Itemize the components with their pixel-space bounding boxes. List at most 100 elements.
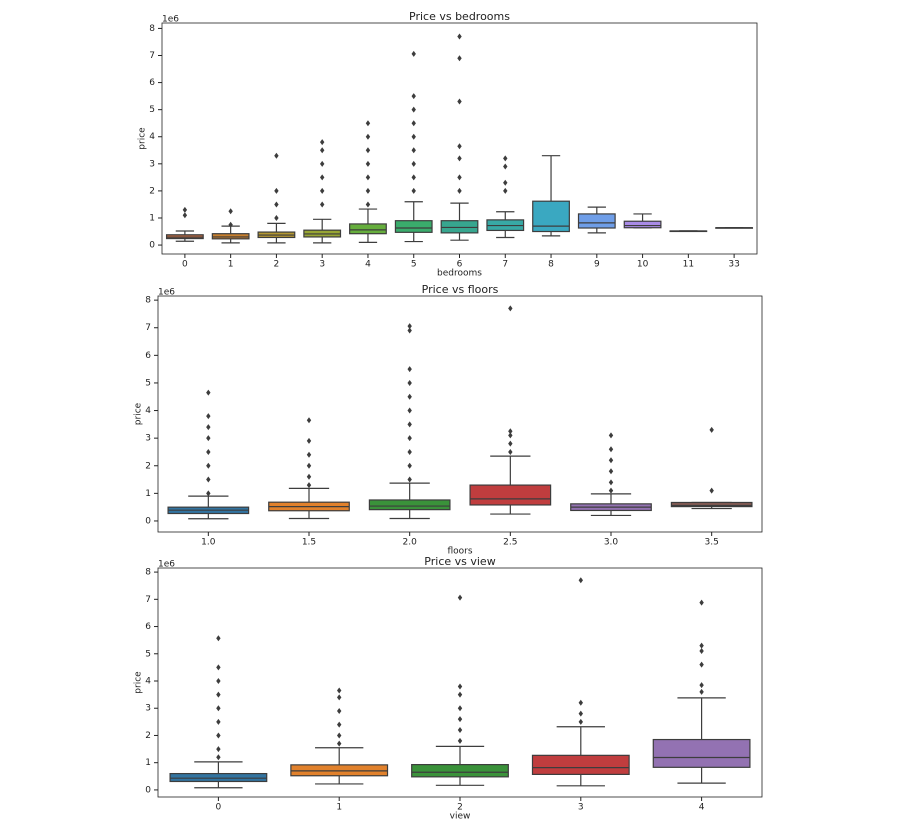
x-tick-label: 2	[274, 260, 280, 270]
box	[211, 233, 250, 240]
outlier	[274, 201, 279, 208]
outlier	[216, 718, 221, 725]
outlier	[508, 440, 513, 447]
box	[623, 220, 662, 229]
y-tick-label: 3	[149, 159, 155, 169]
y-tick-label: 0	[145, 785, 151, 795]
outlier	[457, 187, 462, 194]
outlier	[216, 746, 221, 753]
outlier	[337, 732, 342, 739]
x-axis-label: view	[450, 812, 471, 822]
outlier	[407, 366, 412, 373]
outlier	[319, 174, 325, 181]
outlier	[503, 179, 508, 186]
outlier	[457, 727, 463, 734]
outlier	[457, 691, 463, 698]
outlier	[206, 435, 211, 442]
x-tick-label: 4	[699, 803, 705, 813]
outlier	[407, 435, 412, 442]
x-tick-label: 2.5	[503, 538, 517, 548]
x-tick-label: 0	[182, 260, 188, 270]
outlier	[457, 174, 462, 181]
outlier	[508, 305, 513, 312]
chart-title: Price vs bedrooms	[409, 10, 510, 23]
outlier	[503, 187, 508, 194]
outlier	[365, 201, 371, 208]
y-offset-label: 1e6	[158, 560, 175, 570]
outlier	[411, 133, 416, 140]
y-tick-label: 6	[145, 622, 151, 632]
x-tick-label: 3	[578, 803, 584, 813]
outlier	[319, 201, 325, 208]
outlier	[306, 437, 312, 444]
outlier	[411, 174, 416, 181]
outlier	[274, 187, 279, 194]
outlier	[274, 214, 279, 221]
y-tick-label: 8	[145, 568, 151, 578]
outlier	[457, 594, 463, 601]
outlier	[216, 691, 221, 698]
outlier	[206, 413, 211, 420]
outlier	[508, 432, 513, 439]
outlier	[407, 407, 412, 414]
y-tick-label: 4	[149, 132, 155, 142]
outlier	[365, 174, 371, 181]
y-tick-label: 8	[149, 24, 155, 34]
outlier	[306, 451, 312, 458]
outlier	[182, 212, 188, 219]
outlier	[365, 187, 371, 194]
x-tick-label: 2	[457, 803, 463, 813]
outlier	[306, 473, 312, 480]
outlier	[407, 421, 412, 428]
outlier	[319, 160, 325, 167]
y-tick-label: 6	[149, 78, 155, 88]
outlier	[182, 206, 188, 213]
x-tick-label: 0	[216, 803, 222, 813]
outlier	[319, 139, 325, 146]
outlier	[216, 664, 221, 671]
outlier	[578, 577, 583, 584]
outlier	[365, 160, 371, 167]
y-tick-label: 4	[145, 677, 151, 687]
outlier	[578, 710, 583, 717]
y-tick-label: 2	[145, 731, 151, 741]
outlier	[457, 716, 463, 723]
outlier	[457, 33, 462, 40]
y-tick-label: 5	[149, 105, 155, 115]
y-tick-label: 3	[145, 704, 151, 714]
outlier	[407, 393, 412, 400]
x-tick-label: 10	[637, 260, 649, 270]
box	[469, 484, 552, 506]
outlier	[337, 721, 342, 728]
y-axis-label: price	[138, 127, 148, 150]
box	[169, 772, 268, 783]
outlier	[457, 55, 462, 62]
outlier	[216, 678, 221, 685]
y-offset-label: 1e6	[162, 15, 179, 25]
outlier	[457, 98, 462, 105]
outlier	[709, 426, 714, 433]
axes-frame	[157, 567, 763, 798]
outlier	[319, 147, 325, 154]
outlier	[699, 648, 704, 655]
outlier	[228, 208, 233, 215]
outlier	[407, 462, 412, 469]
x-tick-label: 5	[411, 260, 417, 270]
box	[670, 501, 753, 508]
box	[652, 738, 751, 768]
outlier	[608, 487, 614, 494]
y-tick-label: 2	[149, 186, 155, 196]
outlier	[216, 732, 221, 739]
y-tick-label: 8	[145, 296, 151, 306]
outlier	[411, 93, 416, 100]
outlier	[411, 187, 416, 194]
outlier	[411, 120, 416, 127]
box	[440, 220, 479, 234]
y-offset-label: 1e6	[158, 288, 175, 298]
box	[532, 200, 570, 233]
outlier	[608, 479, 614, 486]
outlier	[306, 482, 312, 489]
outlier	[503, 155, 508, 162]
outlier	[337, 687, 342, 694]
y-tick-label: 1	[145, 489, 151, 499]
